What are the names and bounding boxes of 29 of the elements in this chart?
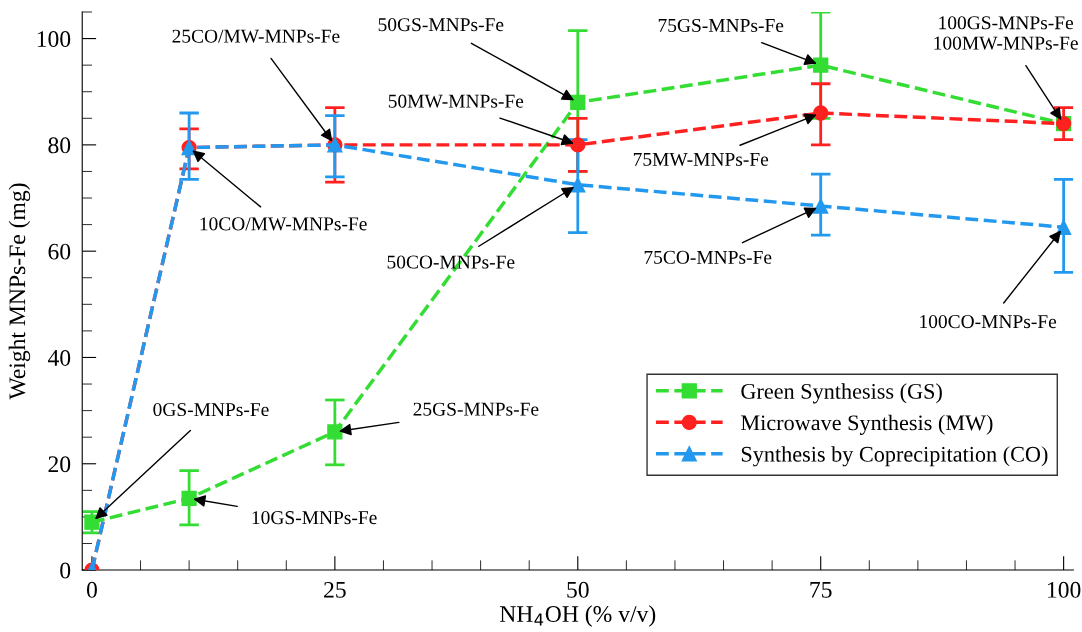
- annotation: 100CO-MNPs-Fe: [920, 315, 1057, 329]
- y-tick-label: 60: [48, 243, 71, 260]
- y-tick-label: 40: [47, 349, 71, 366]
- x-tick-label: 100: [1048, 581, 1081, 598]
- y-tick-label: 100: [37, 31, 71, 48]
- x-tick-label: 25: [324, 581, 346, 598]
- annotation: 75CO-MNPs-Fe: [644, 250, 772, 264]
- legend-label: Green Synthesiss (GS): [741, 383, 942, 404]
- y-axis-title: Weight MNPs-Fe (mg): [8, 183, 31, 400]
- annotation: 0GS-MNPs-Fe: [153, 402, 269, 417]
- annotation: 50GS-MNPs-Fe: [378, 18, 504, 32]
- legend-label: Synthesis by Coprecipitation (CO): [741, 446, 1048, 467]
- annotation: 10CO/MW-MNPs-Fe: [200, 217, 367, 231]
- annotation: 50MW-MNPs-Fe: [388, 94, 524, 108]
- annotation: 25CO/MW-MNPs-Fe: [172, 29, 340, 43]
- annotation: 75MW-MNPs-Fe: [633, 152, 769, 166]
- annotation: 100GS-MNPs-Fe 100MW-MNPs-Fe: [934, 16, 1078, 50]
- x-axis-title: NH$_{4}$OH (% v/v): [499, 605, 656, 627]
- y-tick-label: 0: [60, 562, 71, 579]
- x-tick-label: 0: [86, 581, 97, 598]
- annotation: 75GS-MNPs-Fe: [658, 18, 784, 33]
- annotation: 25GS-MNPs-Fe: [413, 402, 539, 416]
- annotation: 50CO-MNPs-Fe: [387, 255, 515, 269]
- legend-label: Microwave Synthesis (MW): [741, 414, 993, 435]
- x-tick-label: 50: [567, 581, 589, 598]
- y-tick-label: 20: [48, 456, 71, 473]
- annotation: 10GS-MNPs-Fe: [252, 511, 377, 525]
- y-tick-label: 80: [48, 137, 71, 154]
- x-tick-label: 75: [810, 582, 832, 598]
